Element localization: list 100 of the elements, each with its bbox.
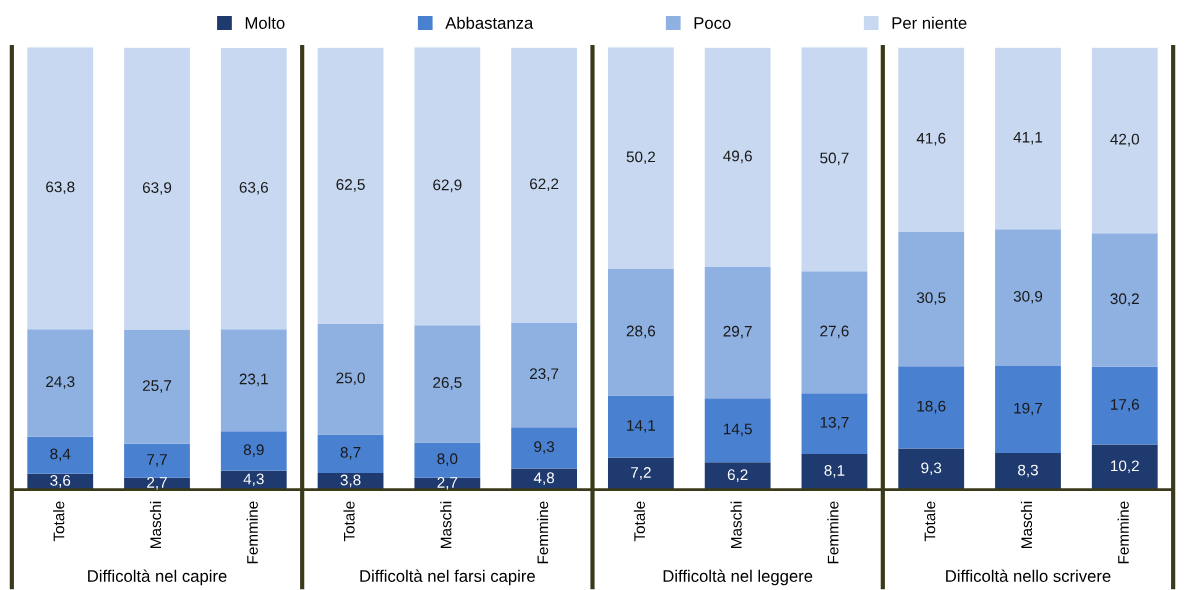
data-label: 9,3 [534, 441, 555, 454]
bar [511, 468, 578, 490]
data-label: 14,1 [627, 420, 656, 433]
bar [317, 323, 384, 435]
bar [1091, 233, 1158, 367]
data-label: 7,2 [631, 467, 651, 480]
data-label: 62,2 [530, 178, 559, 192]
data-label: 30,5 [916, 292, 946, 305]
legend-label: Abbastanza [445, 16, 534, 29]
x-tick-label: Femmine [536, 501, 549, 564]
text: Difficoltà nel farsi capire [360, 569, 535, 586]
legend-label: Per niente [892, 16, 967, 29]
data-label: 25,0 [336, 372, 365, 386]
bar [898, 366, 965, 449]
bar [414, 442, 481, 478]
data-label: 62,9 [433, 179, 462, 193]
data-label: 30,2 [1110, 293, 1139, 306]
data-label: 25,7 [142, 380, 172, 393]
x-tick-label: Maschi [1020, 501, 1033, 548]
text: Difficoltà nel capire [88, 569, 227, 586]
data-label: 23,7 [530, 368, 559, 381]
bar [27, 436, 94, 474]
data-label: 2,7 [437, 477, 458, 490]
x-tick-label: Femmine [827, 501, 839, 564]
data-label: 18,6 [917, 400, 946, 414]
data-label: 50,2 [626, 151, 655, 165]
bar [511, 47, 578, 323]
bar [511, 322, 578, 428]
data-label: 63,8 [46, 181, 75, 195]
bar [414, 47, 481, 326]
bar [801, 47, 868, 272]
data-label: 8,4 [50, 448, 71, 462]
data-label: 27,6 [820, 325, 849, 339]
bar [27, 329, 94, 437]
data-label: 7,7 [147, 454, 167, 467]
data-label: 19,7 [1014, 402, 1043, 416]
data-label: 2,7 [147, 477, 167, 490]
data-label: 9,3 [921, 462, 942, 476]
bar [1091, 47, 1158, 234]
text: Difficoltà nello scrivere [946, 569, 1111, 582]
data-label: 41,6 [916, 132, 946, 146]
bar [220, 48, 287, 330]
x-tick-label: Femmine [246, 501, 258, 564]
bar [607, 47, 674, 270]
bar [124, 330, 190, 444]
data-label: 29,7 [723, 325, 752, 339]
x-tick-label: Totale [924, 501, 936, 542]
bar [801, 271, 868, 394]
bar [995, 365, 1061, 454]
data-label: 62,5 [336, 179, 365, 192]
data-label: 49,6 [723, 150, 752, 164]
x-tick-label: Totale [633, 501, 645, 542]
bar [317, 47, 384, 324]
data-label: 8,1 [824, 465, 845, 478]
legend-label: Poco [694, 17, 731, 29]
data-label: 41,1 [1013, 131, 1043, 145]
bar [220, 431, 287, 471]
data-label: 10,2 [1111, 460, 1139, 474]
bar [898, 231, 965, 367]
data-label: 3,8 [340, 474, 361, 488]
data-label: 6,2 [727, 469, 748, 482]
x-tick-label: Totale [53, 501, 65, 542]
bar [220, 329, 287, 432]
x-tick-label: Femmine [1117, 501, 1129, 564]
data-label: 8,0 [437, 453, 458, 466]
bar [1091, 366, 1158, 445]
data-label: 8,7 [340, 446, 361, 460]
text: Difficoltà nel leggere [663, 569, 813, 586]
data-label: 23,1 [239, 373, 268, 387]
legend-label: Molto [245, 16, 285, 29]
x-tick-label: Maschi [730, 501, 742, 548]
data-label: 3,6 [50, 475, 71, 488]
data-label: 26,5 [433, 377, 462, 390]
bar [1091, 444, 1158, 490]
bar [414, 325, 481, 443]
bar [704, 398, 771, 463]
bar [704, 462, 771, 490]
bar [317, 434, 384, 473]
data-label: 8,9 [243, 444, 264, 457]
bar [607, 457, 674, 490]
bar [995, 453, 1061, 490]
data-label: 28,6 [626, 325, 656, 339]
bar [704, 266, 771, 399]
data-label: 4,3 [243, 473, 264, 487]
data-label: 14,5 [723, 423, 752, 437]
data-label: 63,6 [239, 181, 268, 195]
bar [801, 453, 868, 490]
data-label: 42,0 [1110, 133, 1140, 147]
bar [511, 427, 578, 469]
bar [607, 269, 674, 396]
bar [124, 443, 190, 478]
bar [607, 395, 674, 458]
data-label: 13,7 [820, 416, 849, 430]
bar [801, 393, 868, 454]
bar [27, 47, 94, 330]
bar [898, 448, 965, 490]
bar [995, 229, 1061, 366]
data-label: 8,3 [1018, 464, 1038, 478]
data-label: 24,3 [46, 376, 75, 389]
data-label: 17,6 [1111, 398, 1139, 412]
